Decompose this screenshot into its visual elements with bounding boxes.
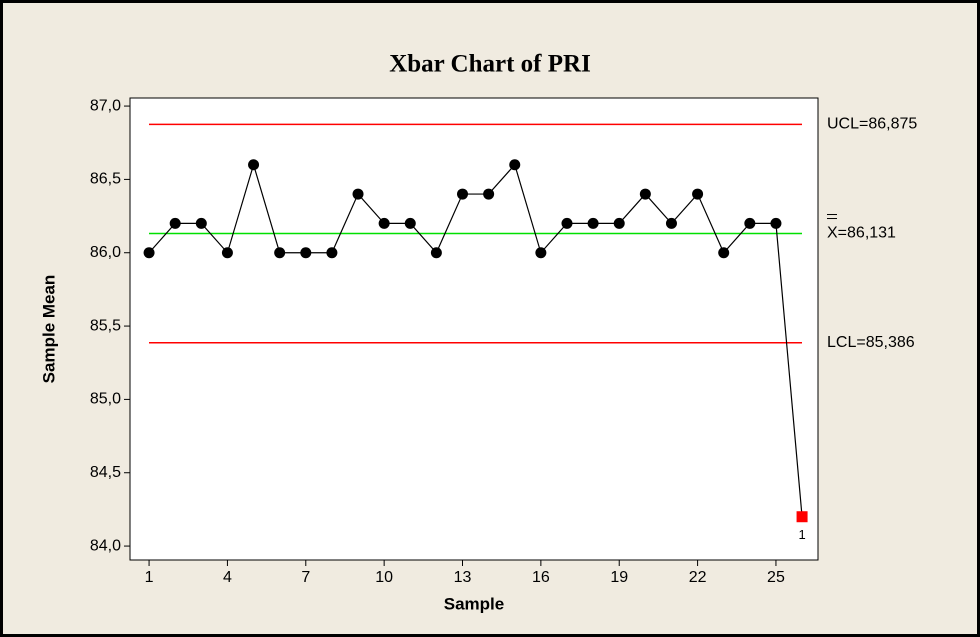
point [143, 247, 155, 259]
x-tick-label: 10 [375, 569, 393, 586]
control-line-label: X=86,131 [827, 225, 896, 242]
y-tick-label: 86,0 [90, 244, 121, 261]
y-axis-label: Sample Mean [39, 275, 58, 384]
point [404, 217, 416, 229]
x-tick-label: 1 [145, 569, 154, 586]
point [378, 217, 390, 229]
chart-title: Xbar Chart of PRI [389, 51, 591, 78]
point [352, 188, 364, 200]
point [770, 217, 782, 229]
y-tick-label: 84,5 [90, 464, 121, 481]
point [613, 217, 625, 229]
point [430, 247, 442, 259]
plot-area [129, 97, 819, 561]
y-tick-label: 85,0 [90, 391, 121, 408]
point [718, 247, 730, 259]
point [665, 217, 677, 229]
x-tick-label: 19 [610, 569, 628, 586]
y-tick-label: 87,0 [90, 97, 121, 114]
series-line [148, 162, 803, 517]
point [587, 217, 599, 229]
y-tick-label: 84,0 [90, 537, 121, 554]
x-tick-label: 7 [301, 569, 310, 586]
control-line-label: LCL=85,386 [827, 334, 915, 351]
point [221, 247, 233, 259]
point [457, 188, 469, 200]
point [326, 247, 338, 259]
point [195, 217, 207, 229]
point [744, 217, 756, 229]
control-line-label: UCL=86,875 [827, 116, 917, 133]
y-tick-label: 86,5 [90, 171, 121, 188]
x-tick-label: 4 [223, 569, 232, 586]
point [692, 188, 704, 200]
y-tick-label: 85,5 [90, 317, 121, 334]
point [300, 247, 312, 259]
x-tick-label: 16 [532, 569, 550, 586]
x-tick-label: 22 [689, 569, 707, 586]
point [509, 159, 521, 171]
point [561, 217, 573, 229]
x-tick-label: 13 [454, 569, 472, 586]
point [274, 247, 286, 259]
point [248, 159, 260, 171]
point [639, 188, 651, 200]
x-tick-label: 25 [767, 569, 785, 586]
point [169, 217, 181, 229]
point [535, 247, 547, 259]
flagged-point [796, 511, 808, 523]
point [483, 188, 495, 200]
x-axis-label: Sample [444, 594, 504, 613]
annotation: 1 [798, 527, 805, 542]
